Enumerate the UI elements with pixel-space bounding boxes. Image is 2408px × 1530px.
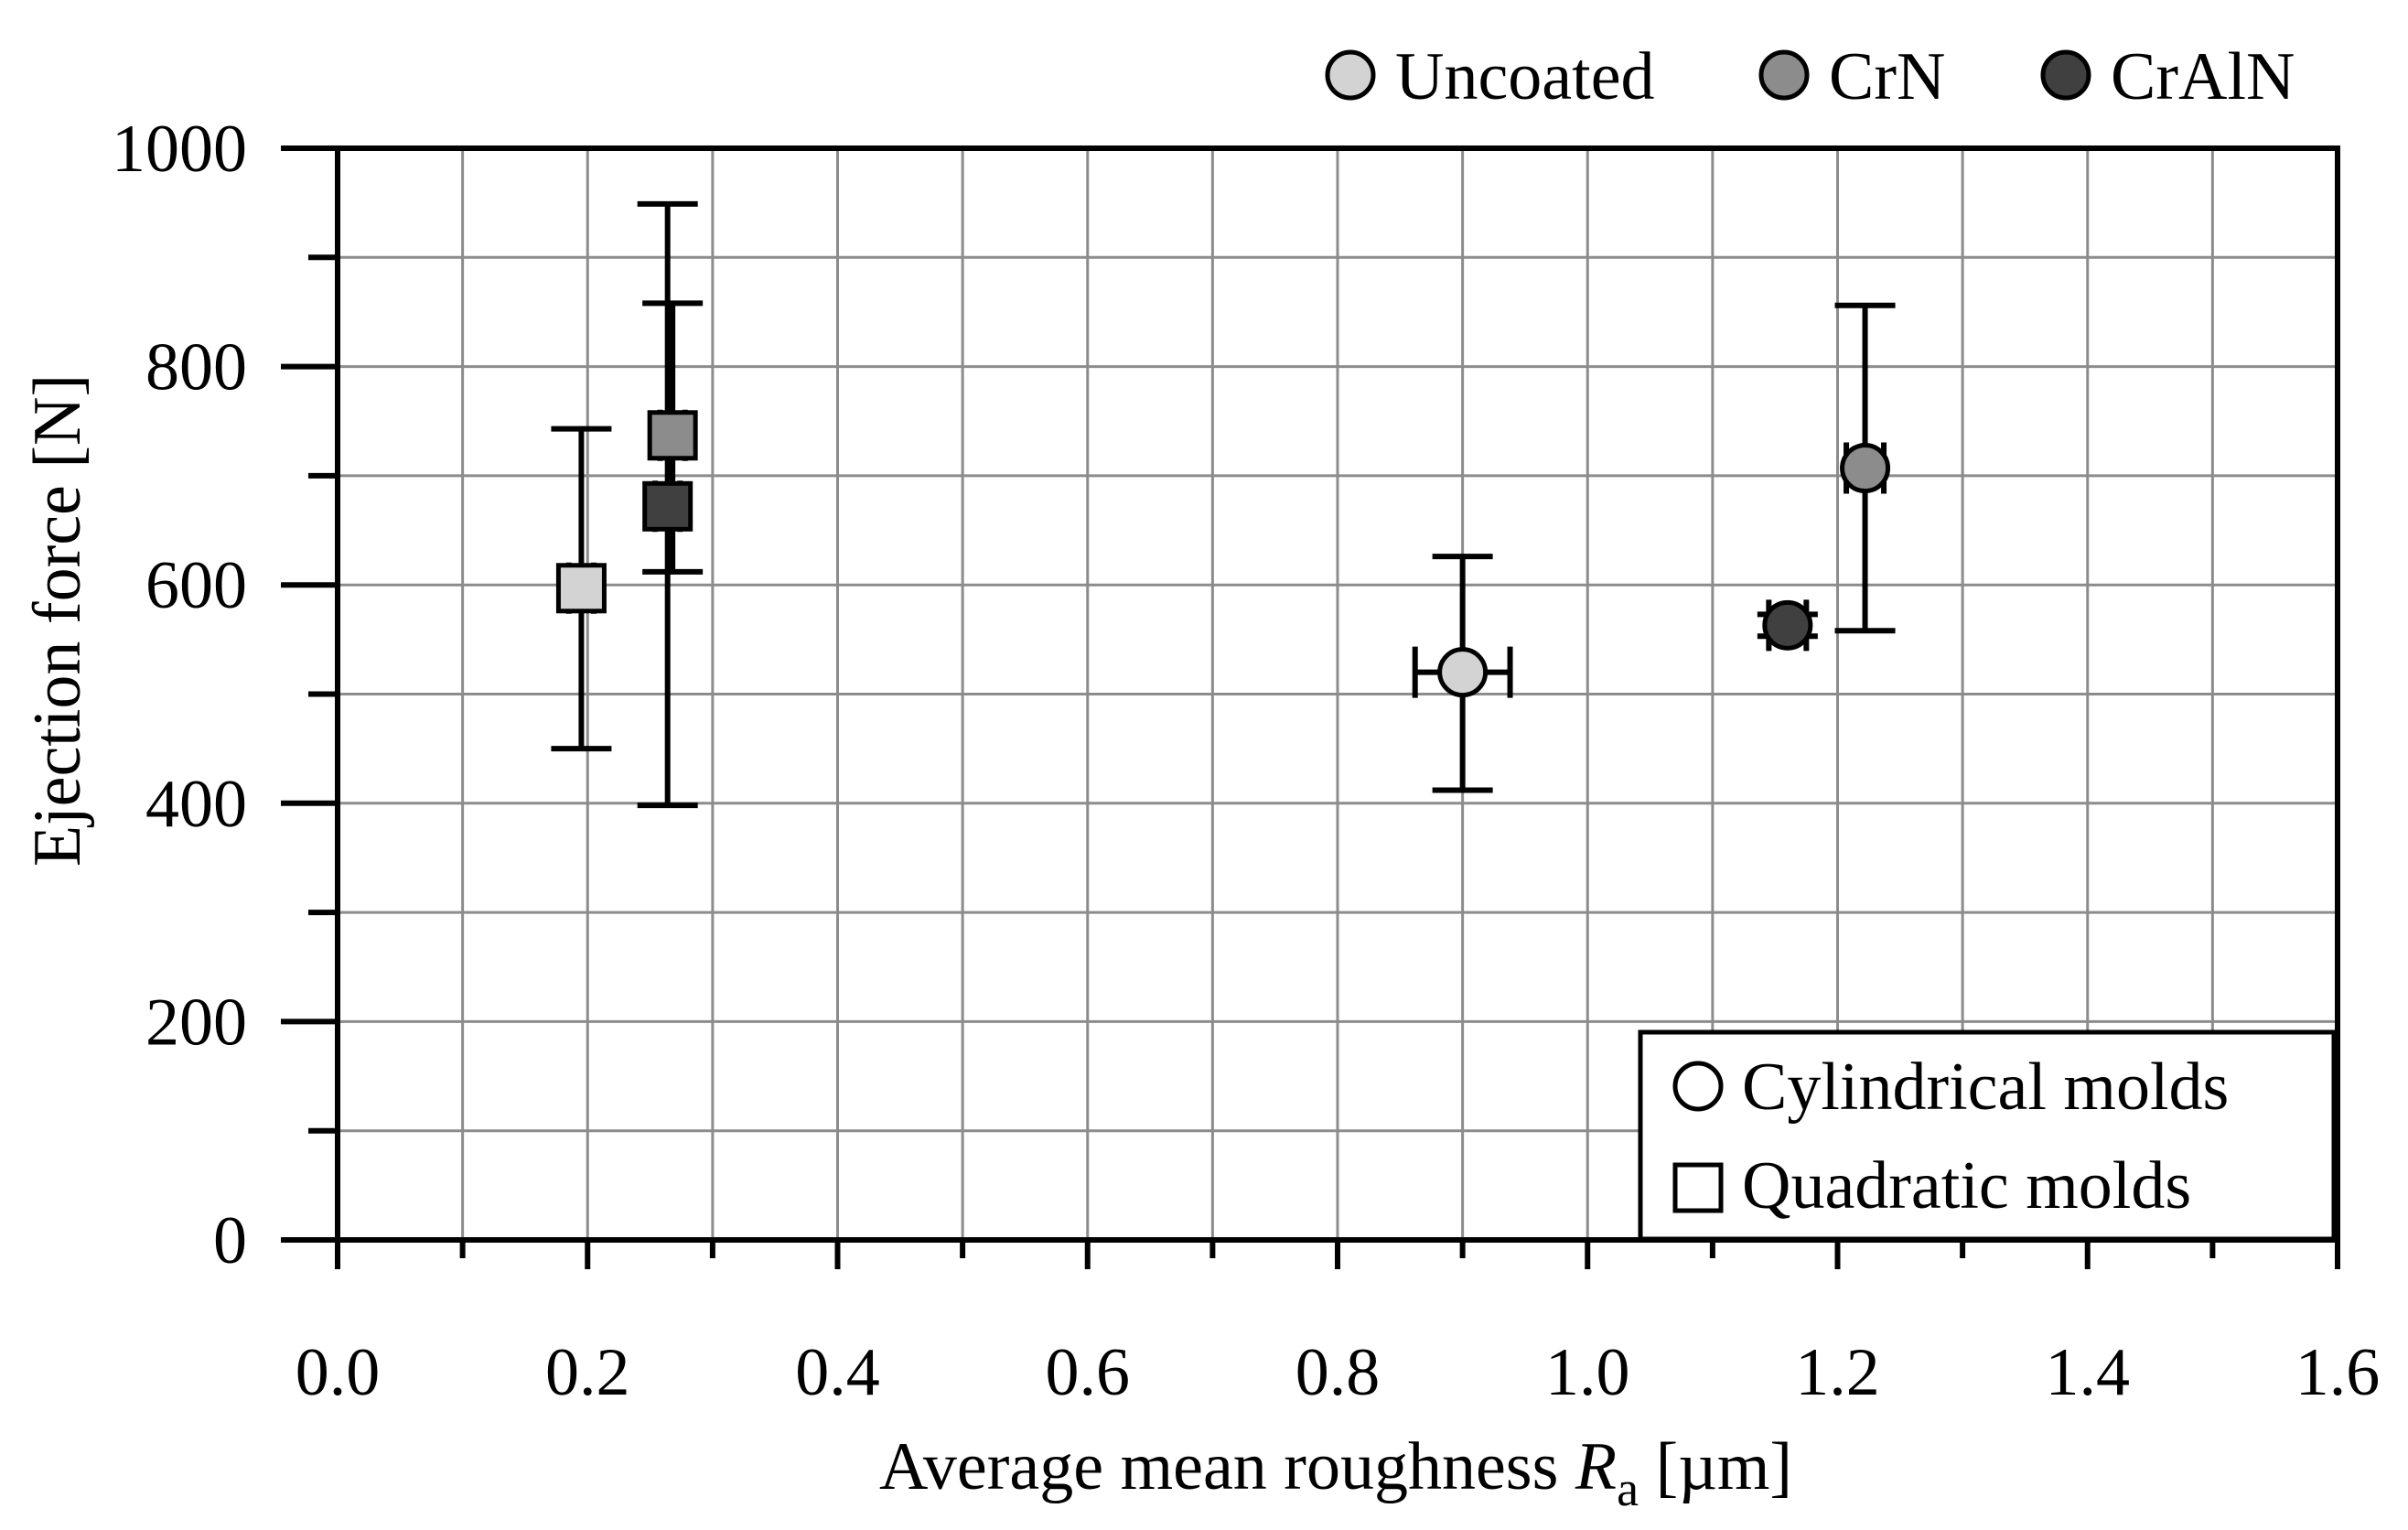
x-axis-title: Average mean roughness Ra [µm]: [879, 1429, 1792, 1516]
shape-legend-box: [1638, 1029, 2337, 1242]
x-axis-subscript: a: [1617, 1461, 1639, 1516]
square-marker-icon: [1672, 1162, 1724, 1213]
y-tick-label: 1000: [112, 112, 247, 187]
y-tick-labels: 0 200 400 600 800 1000: [112, 112, 247, 1278]
x-tick-label: 1.6: [2295, 1335, 2381, 1410]
data-point-craln-cylindrical: [1762, 599, 1813, 651]
x-tick-label: 1.4: [2046, 1335, 2131, 1410]
legend-label-uncoated: Uncoated: [1395, 39, 1655, 114]
x-tick-label: 0.6: [1046, 1335, 1131, 1410]
shape-legend-label-cylindrical: Cylindrical molds: [1742, 1050, 2229, 1125]
x-axis-unit: [µm]: [1656, 1429, 1792, 1504]
data-point-uncoated-cylindrical: [1437, 647, 1489, 698]
y-tick-label: 200: [145, 985, 247, 1060]
shape-legend-label-quadratic: Quadratic molds: [1742, 1148, 2191, 1223]
circle-marker-icon: [1672, 1061, 1724, 1112]
x-tick-label: 1.0: [1545, 1335, 1630, 1410]
data-point-uncoated-quadratic: [555, 563, 607, 614]
data-point-craln-quadratic: [642, 480, 693, 532]
x-axis-symbol: R: [1575, 1429, 1617, 1504]
axis-ticks: [281, 145, 2340, 1269]
y-tick-label: 600: [145, 548, 247, 623]
x-tick-labels: 0.0 0.2 0.4 0.6 0.8 1.0 1.2 1.4 1.6: [296, 1335, 2381, 1410]
data-point-crn-quadratic: [647, 410, 698, 461]
y-tick-label: 800: [145, 330, 247, 405]
x-tick-label: 0.8: [1295, 1335, 1381, 1410]
data-point-crn-cylindrical: [1840, 443, 1891, 494]
x-tick-label: 0.4: [795, 1335, 880, 1410]
x-axis-title-text: Average mean roughness: [879, 1429, 1558, 1504]
x-tick-label: 0.2: [545, 1335, 630, 1410]
coating-legend: Uncoated CrN CrAlN: [1325, 39, 2295, 114]
x-tick-label: 1.2: [1795, 1335, 1880, 1410]
data-points: [555, 410, 1891, 698]
legend-marker-uncoated-icon: [1325, 49, 1376, 101]
shape-legend: Cylindrical molds Quadratic molds: [1638, 1029, 2337, 1242]
plot-frame: [335, 145, 2340, 1243]
legend-marker-crn-icon: [1758, 49, 1810, 101]
y-tick-label: 0: [213, 1203, 247, 1278]
y-axis-title: Ejection force [N]: [20, 374, 95, 867]
y-tick-label: 400: [145, 767, 247, 842]
legend-marker-craln-icon: [2040, 49, 2091, 101]
legend-label-crn: CrN: [1829, 39, 1945, 114]
legend-label-craln: CrAlN: [2111, 39, 2295, 114]
x-tick-label: 0.0: [296, 1335, 381, 1410]
